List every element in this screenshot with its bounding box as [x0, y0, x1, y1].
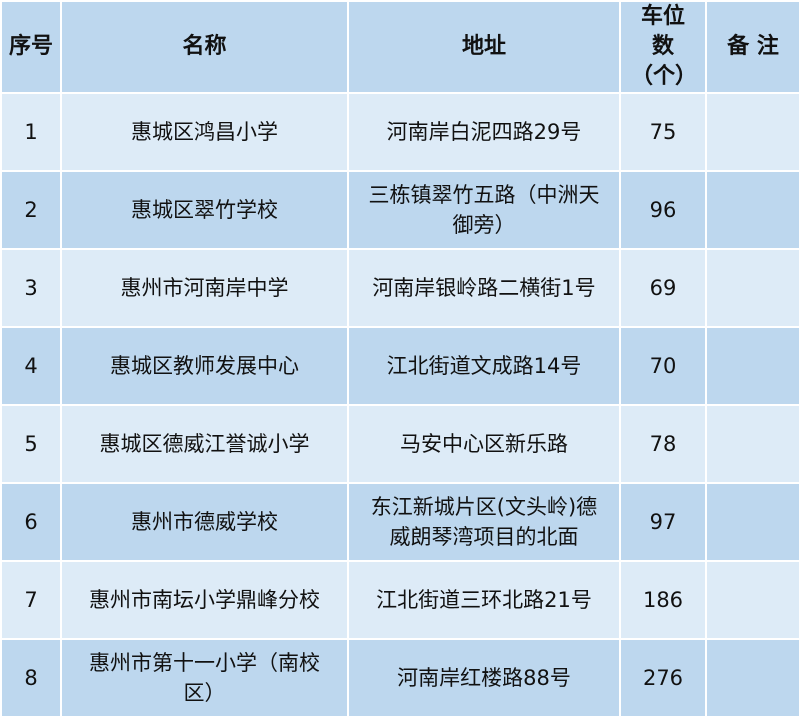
cell-name: 惠城区鸿昌小学	[60, 92, 349, 172]
table-row: 8 惠州市第十一小学（南校区） 河南岸红楼路88号 276	[0, 638, 799, 718]
table-row: 5 惠城区德威江誉诚小学 马安中心区新乐路 78	[0, 404, 799, 484]
cell-address: 河南岸红楼路88号	[347, 638, 621, 718]
header-address: 地址	[347, 0, 621, 94]
cell-spaces: 97	[619, 482, 707, 562]
cell-note	[705, 560, 799, 640]
cell-spaces: 276	[619, 638, 707, 718]
cell-no: 7	[0, 560, 62, 640]
cell-note	[705, 638, 799, 718]
cell-address: 江北街道三环北路21号	[347, 560, 621, 640]
header-row: 序号 名称 地址 车位数（个） 备 注	[0, 0, 799, 94]
cell-note	[705, 326, 799, 406]
cell-address: 马安中心区新乐路	[347, 404, 621, 484]
header-no: 序号	[0, 0, 62, 94]
cell-address: 三栋镇翠竹五路（中洲天御旁）	[347, 170, 621, 250]
cell-name: 惠城区翠竹学校	[60, 170, 349, 250]
cell-no: 4	[0, 326, 62, 406]
table-row: 4 惠城区教师发展中心 江北街道文成路14号 70	[0, 326, 799, 406]
cell-name: 惠城区教师发展中心	[60, 326, 349, 406]
cell-name: 惠州市南坛小学鼎峰分校	[60, 560, 349, 640]
cell-no: 5	[0, 404, 62, 484]
cell-no: 2	[0, 170, 62, 250]
cell-spaces: 186	[619, 560, 707, 640]
cell-address: 东江新城片区(文头岭)德威朗琴湾项目的北面	[347, 482, 621, 562]
cell-no: 6	[0, 482, 62, 562]
cell-no: 1	[0, 92, 62, 172]
cell-spaces: 78	[619, 404, 707, 484]
cell-note	[705, 482, 799, 562]
cell-note	[705, 92, 799, 172]
cell-note	[705, 248, 799, 328]
cell-address: 河南岸银岭路二横街1号	[347, 248, 621, 328]
cell-spaces: 69	[619, 248, 707, 328]
table-row: 2 惠城区翠竹学校 三栋镇翠竹五路（中洲天御旁） 96	[0, 170, 799, 250]
cell-note	[705, 170, 799, 250]
cell-spaces: 96	[619, 170, 707, 250]
cell-address: 江北街道文成路14号	[347, 326, 621, 406]
cell-no: 8	[0, 638, 62, 718]
table-row: 1 惠城区鸿昌小学 河南岸白泥四路29号 75	[0, 92, 799, 172]
table-row: 3 惠州市河南岸中学 河南岸银岭路二横街1号 69	[0, 248, 799, 328]
cell-name: 惠州市河南岸中学	[60, 248, 349, 328]
table-row: 6 惠州市德威学校 东江新城片区(文头岭)德威朗琴湾项目的北面 97	[0, 482, 799, 562]
table-row: 7 惠州市南坛小学鼎峰分校 江北街道三环北路21号 186	[0, 560, 799, 640]
cell-address: 河南岸白泥四路29号	[347, 92, 621, 172]
header-spaces: 车位数（个）	[619, 0, 707, 94]
cell-name: 惠城区德威江誉诚小学	[60, 404, 349, 484]
cell-name: 惠州市第十一小学（南校区）	[60, 638, 349, 718]
cell-spaces: 70	[619, 326, 707, 406]
cell-note	[705, 404, 799, 484]
cell-no: 3	[0, 248, 62, 328]
cell-name: 惠州市德威学校	[60, 482, 349, 562]
header-note: 备 注	[705, 0, 799, 94]
header-name: 名称	[60, 0, 349, 94]
cell-spaces: 75	[619, 92, 707, 172]
